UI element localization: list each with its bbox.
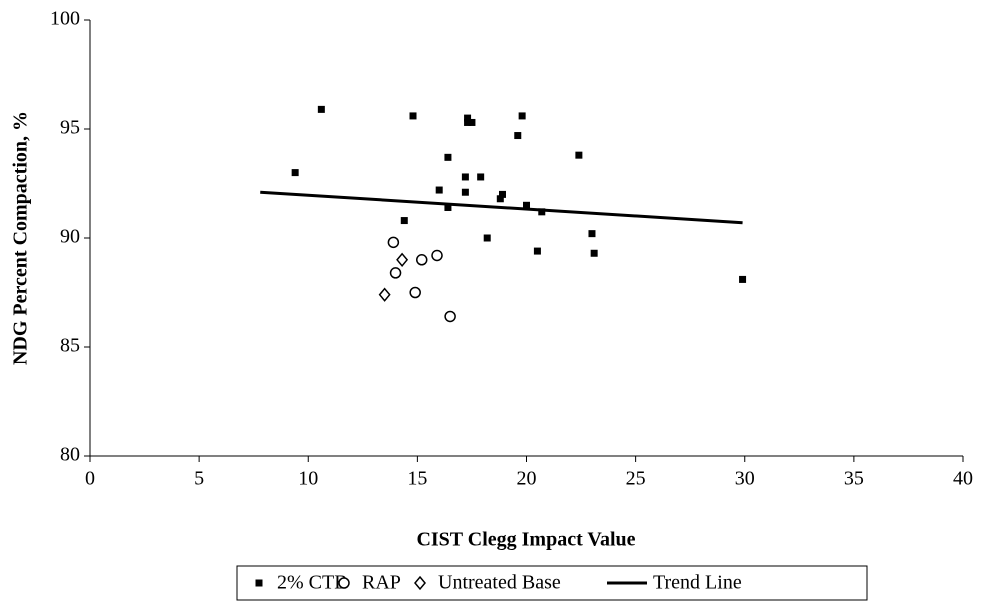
point (496, 195, 504, 203)
point (461, 188, 469, 196)
point (378, 287, 391, 302)
point (523, 201, 530, 209)
x-tick-label: 30 (735, 468, 755, 490)
point (291, 169, 299, 177)
legend-label: 2% CTB (277, 572, 348, 594)
x-axis-label: CIST Clegg Impact Value (416, 529, 635, 551)
point (538, 208, 546, 216)
legend-label: Untreated Base (438, 572, 561, 594)
point (415, 254, 428, 266)
point (739, 275, 747, 283)
point (514, 132, 522, 140)
x-tick-label: 5 (194, 468, 204, 490)
point (409, 112, 417, 120)
y-tick-label: 95 (60, 117, 80, 139)
legend-label: RAP (362, 572, 401, 594)
point (435, 186, 443, 194)
x-tick-label: 25 (626, 468, 646, 490)
point (477, 173, 485, 181)
point (444, 153, 452, 161)
legend-swatch (255, 579, 263, 587)
point (461, 173, 469, 181)
point (396, 252, 409, 267)
x-tick-label: 15 (407, 468, 427, 490)
x-tick-label: 35 (844, 468, 864, 490)
y-tick-label: 80 (60, 444, 80, 466)
point (464, 118, 472, 126)
point (444, 203, 452, 211)
y-tick-label: 90 (60, 226, 80, 248)
point (444, 310, 456, 323)
trend-line (260, 190, 743, 225)
y-tick-label: 85 (60, 335, 80, 357)
legend-swatch (414, 575, 426, 591)
point (464, 114, 472, 122)
point (575, 151, 583, 159)
point (483, 234, 491, 242)
point (387, 236, 400, 249)
legend-swatch (338, 577, 350, 589)
x-tick-label: 40 (953, 468, 973, 490)
point (431, 249, 443, 262)
x-tick-label: 20 (517, 468, 537, 490)
point (400, 217, 408, 225)
point (317, 105, 325, 113)
y-tick-label: 100 (50, 8, 80, 30)
x-tick-label: 0 (85, 468, 95, 490)
x-tick-label: 10 (298, 468, 318, 490)
point (588, 230, 596, 238)
point (498, 190, 506, 198)
y-axis-label: NDG Percent Compaction, % (10, 111, 32, 365)
legend-box (236, 565, 868, 601)
legend-label: Trend Line (653, 572, 742, 594)
point (468, 118, 476, 126)
point (389, 267, 402, 279)
point (409, 286, 421, 299)
point (590, 249, 598, 257)
point (533, 247, 541, 255)
point (518, 112, 526, 120)
